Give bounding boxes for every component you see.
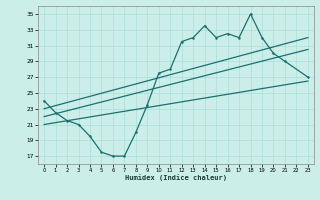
X-axis label: Humidex (Indice chaleur): Humidex (Indice chaleur) [125,175,227,181]
